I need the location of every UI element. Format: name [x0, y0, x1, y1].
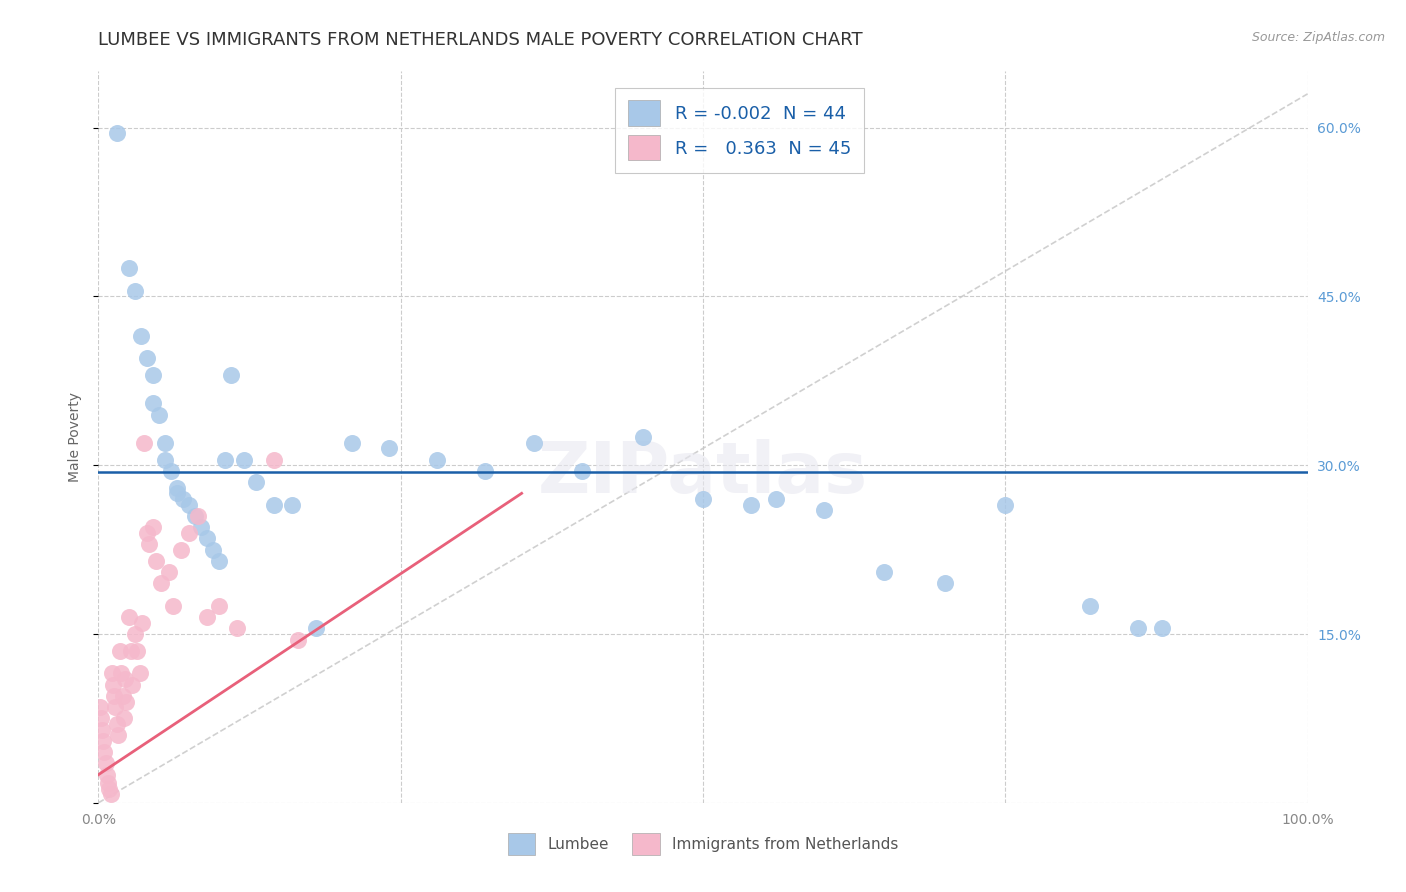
Point — [305, 621, 328, 635]
Point — [190, 520, 212, 534]
Point — [377, 442, 399, 456]
Point — [153, 452, 176, 467]
Point — [150, 576, 173, 591]
Point — [1128, 621, 1150, 635]
Point — [110, 666, 132, 681]
Text: LUMBEE VS IMMIGRANTS FROM NETHERLANDS MALE POVERTY CORRELATION CHART: LUMBEE VS IMMIGRANTS FROM NETHERLANDS MA… — [98, 31, 863, 49]
Point — [221, 368, 243, 383]
Point — [131, 615, 153, 630]
Point — [202, 542, 225, 557]
Point — [124, 627, 146, 641]
Point — [138, 537, 160, 551]
Point — [169, 542, 191, 557]
Point — [287, 632, 309, 647]
Point — [134, 435, 156, 450]
Point — [90, 711, 112, 725]
Point — [342, 435, 364, 450]
Point — [91, 723, 114, 737]
Point — [631, 430, 654, 444]
Point — [135, 525, 157, 540]
Point — [162, 599, 184, 613]
Point — [145, 554, 167, 568]
Point — [142, 368, 165, 383]
Point — [114, 672, 136, 686]
Point — [107, 728, 129, 742]
Point — [100, 666, 122, 681]
Point — [184, 508, 207, 523]
Point — [98, 782, 121, 797]
Point — [105, 126, 128, 140]
Point — [157, 565, 180, 579]
Point — [94, 756, 117, 771]
Point — [115, 694, 138, 708]
Point — [118, 261, 141, 276]
Point — [195, 532, 218, 546]
Point — [128, 666, 150, 681]
Point — [426, 452, 449, 467]
Point — [160, 464, 183, 478]
Point — [124, 284, 146, 298]
Point — [166, 486, 188, 500]
Point — [813, 503, 835, 517]
Point — [96, 767, 118, 781]
Point — [101, 678, 124, 692]
Point — [179, 498, 201, 512]
Point — [112, 711, 135, 725]
Point — [740, 498, 762, 512]
Point — [187, 508, 209, 523]
Point — [153, 435, 176, 450]
Point — [91, 734, 114, 748]
Point — [89, 700, 111, 714]
Point — [195, 610, 218, 624]
Point — [118, 610, 141, 624]
Point — [214, 452, 236, 467]
Point — [135, 351, 157, 366]
Point — [97, 775, 120, 789]
Point — [166, 481, 188, 495]
Point — [765, 491, 787, 506]
Point — [474, 464, 496, 478]
Point — [120, 644, 142, 658]
Point — [105, 717, 128, 731]
Point — [148, 408, 170, 422]
Point — [934, 576, 956, 591]
Point — [93, 745, 115, 759]
Point — [104, 700, 127, 714]
Point — [129, 328, 152, 343]
Point — [994, 498, 1017, 512]
Point — [1152, 621, 1174, 635]
Point — [571, 464, 593, 478]
Point — [172, 491, 194, 506]
Y-axis label: Male Poverty: Male Poverty — [67, 392, 82, 482]
Point — [103, 689, 125, 703]
Point — [1078, 599, 1101, 613]
Point — [263, 452, 285, 467]
Point — [873, 565, 896, 579]
Point — [111, 689, 134, 703]
Point — [179, 525, 201, 540]
Text: ZIPatlas: ZIPatlas — [538, 439, 868, 508]
Point — [208, 599, 231, 613]
Point — [208, 554, 231, 568]
Text: Source: ZipAtlas.com: Source: ZipAtlas.com — [1251, 31, 1385, 45]
Point — [226, 621, 249, 635]
Point — [263, 498, 285, 512]
Point — [121, 678, 143, 692]
Point — [100, 787, 122, 801]
Point — [127, 644, 149, 658]
Point — [232, 452, 254, 467]
Legend: Lumbee, Immigrants from Netherlands: Lumbee, Immigrants from Netherlands — [502, 827, 904, 861]
Point — [108, 644, 131, 658]
Point — [523, 435, 546, 450]
Point — [142, 396, 165, 410]
Point — [245, 475, 267, 489]
Point — [281, 498, 304, 512]
Point — [142, 520, 165, 534]
Point — [692, 491, 714, 506]
